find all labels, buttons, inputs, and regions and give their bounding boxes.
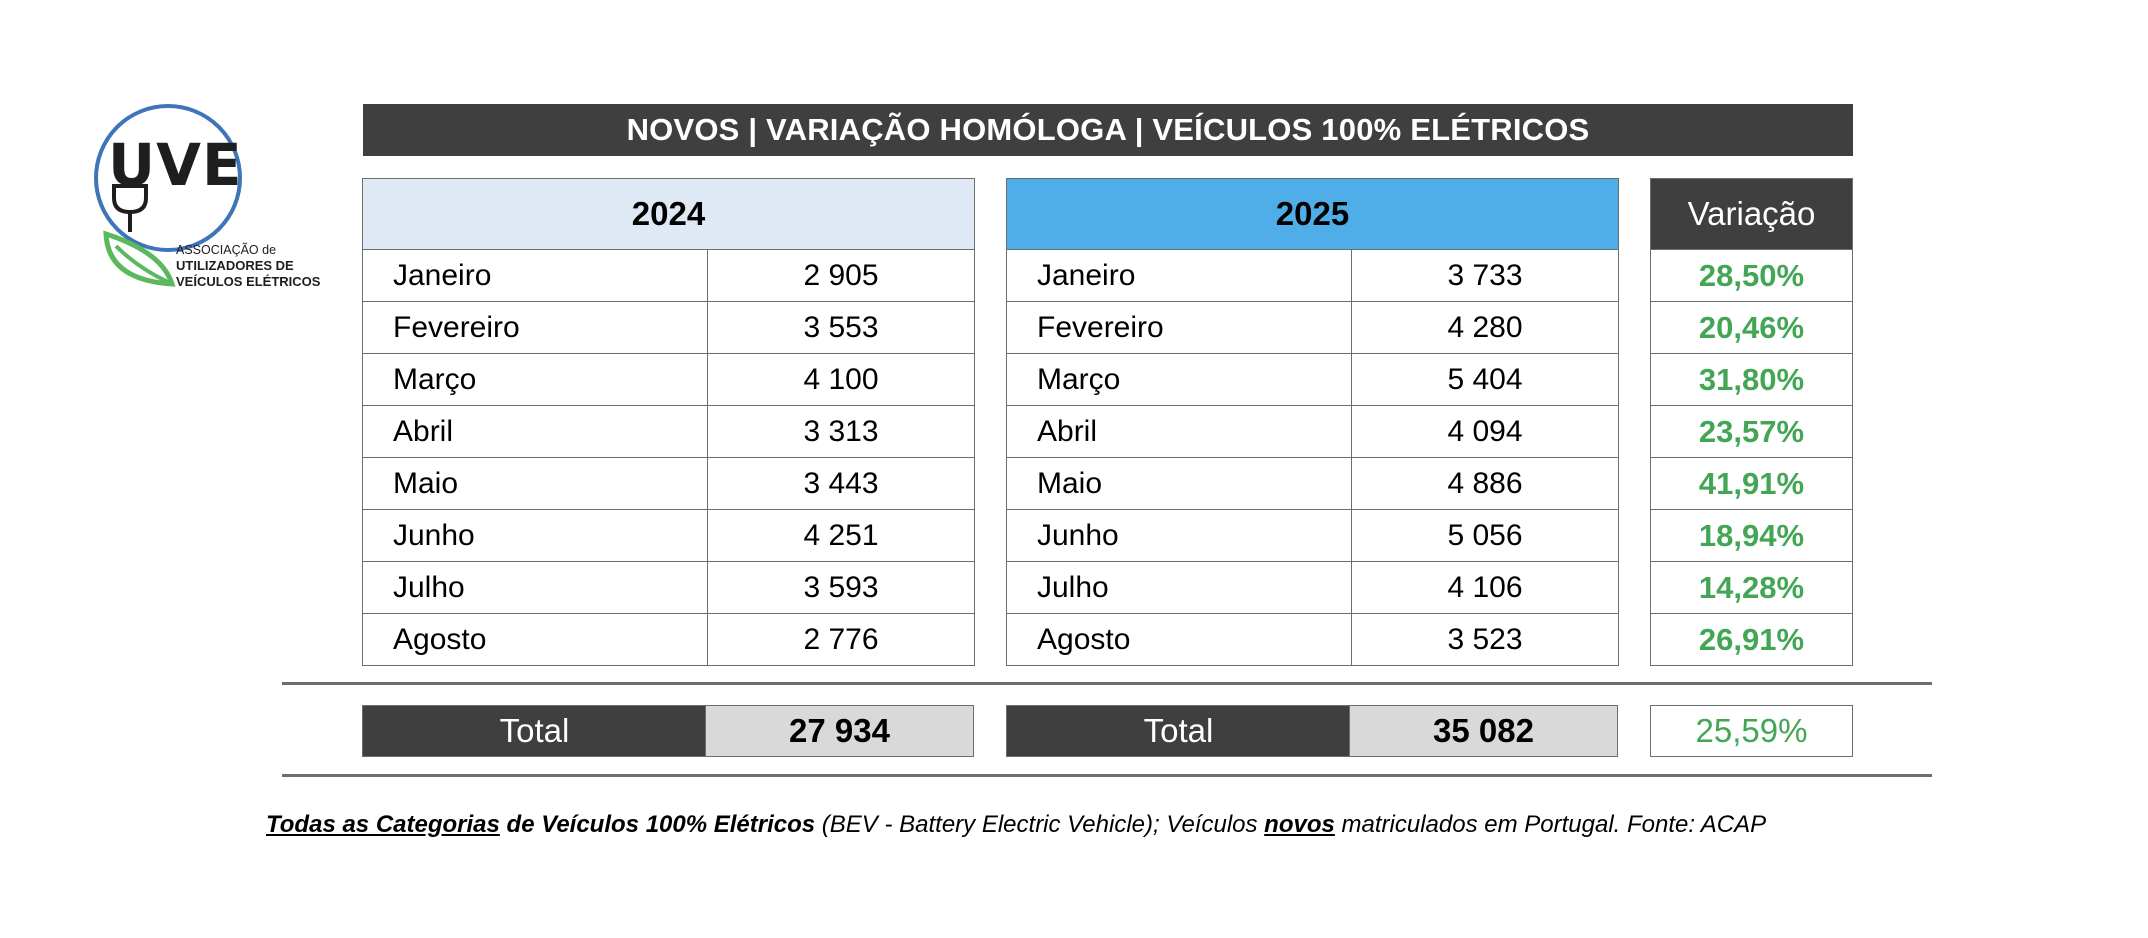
- table-row: Abril 4 094: [1006, 405, 1620, 458]
- total-variation: 25,59%: [1650, 705, 1853, 757]
- value-cell: 5 404: [1350, 353, 1620, 406]
- separator-bottom: [282, 774, 1932, 777]
- table-row: Janeiro 3 733: [1006, 249, 1620, 302]
- table-row: 23,57%: [1650, 405, 1853, 458]
- month-cell: Abril: [362, 405, 708, 458]
- table-row: Agosto 2 776: [362, 613, 976, 666]
- table-row: Junho 5 056: [1006, 509, 1620, 562]
- table-row: 18,94%: [1650, 509, 1853, 562]
- table-row: 14,28%: [1650, 561, 1853, 614]
- table-row: Julho 4 106: [1006, 561, 1620, 614]
- value-cell: 4 280: [1350, 301, 1620, 354]
- table-row: Abril 3 313: [362, 405, 976, 458]
- month-cell: Maio: [362, 457, 708, 510]
- logo-ring: [94, 104, 242, 252]
- table-row: 26,91%: [1650, 613, 1853, 666]
- value-cell: 4 886: [1350, 457, 1620, 510]
- footnote-source: matriculados em Portugal. Fonte: ACAP: [1334, 811, 1767, 838]
- variation-cell: 28,50%: [1650, 249, 1853, 302]
- table-row: 41,91%: [1650, 457, 1853, 510]
- variation-cell: 41,91%: [1650, 457, 1853, 510]
- month-cell: Julho: [1006, 561, 1352, 614]
- table-row: Maio 3 443: [362, 457, 976, 510]
- value-cell: 3 313: [706, 405, 976, 458]
- value-cell: 2 905: [706, 249, 976, 302]
- month-cell: Maio: [1006, 457, 1352, 510]
- table-2025: 2025 Janeiro 3 733 Fevereiro 4 280 Março 5 …: [1005, 178, 1620, 666]
- variation-cell: 20,46%: [1650, 301, 1853, 354]
- table-2024: 2024 Janeiro 2 905 Fevereiro 3 553 Março 4 …: [361, 178, 976, 666]
- table-row: Fevereiro 4 280: [1006, 301, 1620, 354]
- table-row: Julho 3 593: [362, 561, 976, 614]
- value-cell: 4 100: [706, 353, 976, 406]
- table-row: Agosto 3 523: [1006, 613, 1620, 666]
- table-variation: Variação 28,50% 20,46% 31,80% 23,57% 41,…: [1650, 178, 1853, 666]
- table-row: Fevereiro 3 553: [362, 301, 976, 354]
- value-cell: 3 443: [706, 457, 976, 510]
- total-value-2024: 27 934: [705, 705, 974, 757]
- uve-logo: UVE ASSOCIAÇÃO de UTILIZADORES DE VEÍCUL…: [88, 100, 320, 310]
- variation-cell: 14,28%: [1650, 561, 1853, 614]
- variation-cell: 18,94%: [1650, 509, 1853, 562]
- month-cell: Junho: [1006, 509, 1352, 562]
- separator-top: [282, 682, 1932, 685]
- month-cell: Julho: [362, 561, 708, 614]
- variation-cell: 31,80%: [1650, 353, 1853, 406]
- table-row: Junho 4 251: [362, 509, 976, 562]
- total-label-2024: Total: [362, 705, 707, 757]
- month-cell: Fevereiro: [1006, 301, 1352, 354]
- logo-line-3: VEÍCULOS ELÉTRICOS: [176, 274, 321, 289]
- month-cell: Abril: [1006, 405, 1352, 458]
- footnote-bev: de Veículos 100% Elétricos: [499, 811, 816, 838]
- logo-line-1: ASSOCIAÇÃO de: [176, 243, 277, 257]
- footnote-all-categories: Todas as Categorias: [266, 811, 500, 838]
- table-row: 20,46%: [1650, 301, 1853, 354]
- month-cell: Agosto: [1006, 613, 1352, 666]
- value-cell: 5 056: [1350, 509, 1620, 562]
- header-variation: Variação: [1650, 178, 1853, 250]
- leaf-icon: [103, 230, 176, 287]
- report-title: NOVOS | VARIAÇÃO HOMÓLOGA | VEÍCULOS 100…: [363, 104, 1853, 156]
- footnote-new: novos: [1264, 811, 1335, 838]
- table-row: 28,50%: [1650, 249, 1853, 302]
- value-cell: 3 593: [706, 561, 976, 614]
- table-row: 31,80%: [1650, 353, 1853, 406]
- month-cell: Março: [362, 353, 708, 406]
- total-value-2025: 35 082: [1349, 705, 1618, 757]
- month-cell: Agosto: [362, 613, 708, 666]
- footnote-desc: (BEV - Battery Electric Vehicle); Veícul…: [815, 811, 1265, 838]
- header-2024: 2024: [361, 178, 976, 250]
- logo-line-2: UTILIZADORES DE: [176, 258, 294, 273]
- month-cell: Janeiro: [362, 249, 708, 302]
- table-row: Maio 4 886: [1006, 457, 1620, 510]
- logo-association-text: ASSOCIAÇÃO de UTILIZADORES DE VEÍCULOS E…: [176, 242, 320, 290]
- variation-cell: 26,91%: [1650, 613, 1853, 666]
- month-cell: Janeiro: [1006, 249, 1352, 302]
- plug-icon: [112, 184, 148, 232]
- value-cell: 4 106: [1350, 561, 1620, 614]
- variation-cell: 23,57%: [1650, 405, 1853, 458]
- value-cell: 4 094: [1350, 405, 1620, 458]
- month-cell: Junho: [362, 509, 708, 562]
- month-cell: Fevereiro: [362, 301, 708, 354]
- value-cell: 3 733: [1350, 249, 1620, 302]
- month-cell: Março: [1006, 353, 1352, 406]
- value-cell: 3 523: [1350, 613, 1620, 666]
- header-2025: 2025: [1005, 178, 1620, 250]
- value-cell: 4 251: [706, 509, 976, 562]
- table-row: Março 4 100: [362, 353, 976, 406]
- table-row: Março 5 404: [1006, 353, 1620, 406]
- value-cell: 2 776: [706, 613, 976, 666]
- table-row: Janeiro 2 905: [362, 249, 976, 302]
- total-label-2025: Total: [1006, 705, 1351, 757]
- value-cell: 3 553: [706, 301, 976, 354]
- footnote: Todas as Categorias de Veículos 100% Elé…: [266, 811, 1766, 839]
